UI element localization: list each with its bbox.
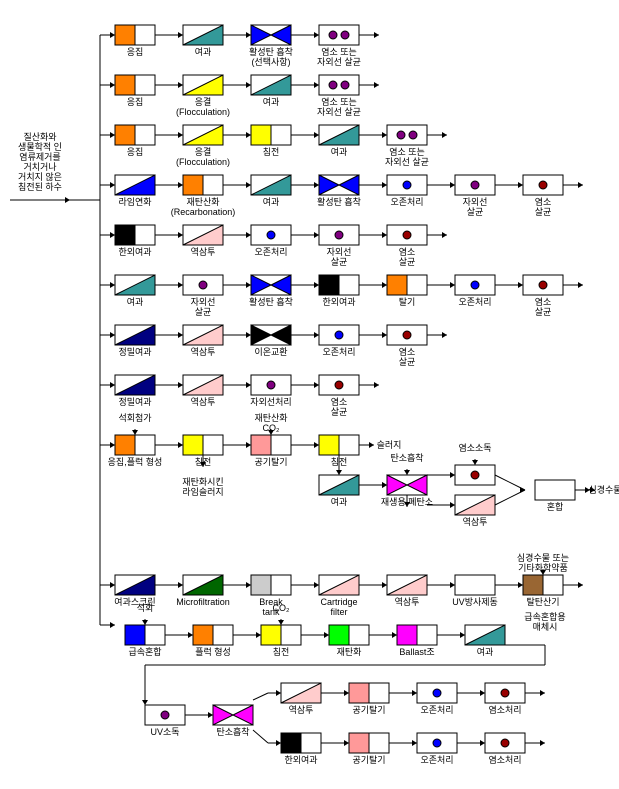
svg-text:응결(Flocculation): 응결(Flocculation): [176, 147, 230, 167]
svg-text:탄소흡착: 탄소흡착: [390, 452, 423, 463]
svg-text:역삼투: 역삼투: [395, 597, 420, 607]
svg-text:역삼투: 역삼투: [191, 247, 216, 257]
svg-text:염소 또는자외선 살균: 염소 또는자외선 살균: [385, 147, 429, 167]
svg-text:Cartridgefilter: Cartridgefilter: [320, 597, 357, 617]
svg-text:라임연화: 라임연화: [118, 196, 151, 207]
svg-text:Ballast조: Ballast조: [399, 647, 434, 657]
svg-text:자외선살균: 자외선살균: [327, 246, 352, 267]
svg-text:오존처리: 오존처리: [420, 704, 453, 715]
svg-text:플럭 형성: 플럭 형성: [195, 646, 231, 657]
svg-text:역삼투: 역삼투: [191, 397, 216, 407]
svg-text:염소살균: 염소살균: [535, 297, 552, 317]
svg-text:염소살균: 염소살균: [331, 397, 348, 417]
svg-text:응집: 응집: [127, 96, 144, 107]
svg-text:오존처리: 오존처리: [420, 754, 453, 765]
svg-text:활성탄 흡착(선택사항): 활성탄 흡착(선택사항): [249, 46, 293, 67]
svg-text:탄소흡착: 탄소흡착: [216, 726, 249, 737]
svg-text:질산화와생물학적 인염류제거를거치거나거치지 않은침전된 하: 질산화와생물학적 인염류제거를거치거나거치지 않은침전된 하수: [18, 131, 62, 192]
svg-text:여과: 여과: [263, 96, 280, 107]
svg-text:염소처리: 염소처리: [488, 754, 521, 765]
svg-text:Microfiltration: Microfiltration: [176, 597, 230, 607]
flowchart-canvas: 질산화와생물학적 인염류제거를거치거나거치지 않은침전된 하수응집여과활성탄 흡…: [0, 0, 619, 789]
svg-text:공기탈기: 공기탈기: [352, 705, 385, 715]
svg-text:자외선살균: 자외선살균: [191, 296, 216, 317]
svg-text:재탄화: 재탄화: [337, 647, 362, 657]
svg-text:침전: 침전: [263, 147, 280, 157]
svg-text:석회첨가: 석회첨가: [118, 413, 151, 423]
svg-text:활성탄 흡착: 활성탄 흡착: [249, 296, 293, 307]
svg-text:탈탄산기: 탈탄산기: [526, 597, 559, 607]
svg-text:재탄산화(Recarbonation): 재탄산화(Recarbonation): [171, 197, 236, 217]
svg-text:오존처리: 오존처리: [390, 196, 423, 207]
svg-text:자외선살균: 자외선살균: [463, 196, 488, 217]
svg-text:염소살균: 염소살균: [535, 197, 552, 217]
svg-text:탈기: 탈기: [399, 297, 416, 307]
svg-text:여과: 여과: [195, 46, 212, 57]
svg-text:오존처리: 오존처리: [458, 296, 491, 307]
svg-text:공기탈기: 공기탈기: [352, 755, 385, 765]
svg-text:염소소독: 염소소독: [458, 443, 491, 453]
svg-text:침전: 침전: [273, 647, 290, 657]
svg-text:역삼투: 역삼투: [191, 347, 216, 357]
svg-text:염소살균: 염소살균: [399, 347, 416, 367]
svg-text:여과: 여과: [331, 146, 348, 157]
svg-text:재탄화시킨라임슬러지: 재탄화시킨라임슬러지: [182, 477, 223, 497]
svg-text:석회: 석회: [137, 603, 154, 613]
svg-text:염소처리: 염소처리: [488, 704, 521, 715]
svg-text:여과: 여과: [127, 296, 144, 307]
svg-text:여과: 여과: [331, 496, 348, 507]
svg-text:활성탄 흡착: 활성탄 흡착: [317, 196, 361, 207]
svg-text:CO₂: CO₂: [273, 603, 291, 613]
svg-text:여과: 여과: [477, 646, 494, 657]
svg-text:염소살균: 염소살균: [399, 247, 416, 267]
svg-text:여과: 여과: [263, 196, 280, 207]
svg-text:한외여과: 한외여과: [118, 246, 151, 257]
svg-text:자외선처리: 자외선처리: [250, 396, 291, 407]
svg-text:오존처리: 오존처리: [322, 346, 355, 357]
svg-text:UV방사제동: UV방사제동: [452, 597, 498, 607]
svg-text:한외여과: 한외여과: [284, 754, 317, 765]
svg-text:응집,플럭 형성: 응집,플럭 형성: [108, 456, 163, 467]
svg-text:슬러지: 슬러지: [377, 440, 402, 450]
svg-text:급속혼합: 급속혼합: [128, 646, 161, 657]
svg-text:이온교환: 이온교환: [254, 346, 287, 357]
svg-text:역삼투: 역삼투: [289, 705, 314, 715]
svg-text:혼합: 혼합: [547, 501, 564, 512]
svg-text:응집: 응집: [127, 46, 144, 57]
svg-text:염소 또는자외선 살균: 염소 또는자외선 살균: [317, 97, 361, 117]
svg-text:응집: 응집: [127, 146, 144, 157]
svg-text:응결(Flocculation): 응결(Flocculation): [176, 97, 230, 117]
svg-text:역삼투: 역삼투: [463, 517, 488, 527]
svg-text:염소 또는자외선 살균: 염소 또는자외선 살균: [317, 47, 361, 67]
svg-text:급속혼합용매체시: 급속혼합용매체시: [524, 611, 565, 632]
svg-text:정밀여과: 정밀여과: [118, 346, 151, 357]
svg-text:오존처리: 오존처리: [254, 246, 287, 257]
svg-text:UV소독: UV소독: [150, 727, 179, 737]
svg-text:침전: 침전: [331, 457, 348, 467]
svg-text:한외여과: 한외여과: [322, 296, 355, 307]
svg-text:정밀여과: 정밀여과: [118, 396, 151, 407]
svg-text:공기탈기: 공기탈기: [254, 457, 287, 467]
